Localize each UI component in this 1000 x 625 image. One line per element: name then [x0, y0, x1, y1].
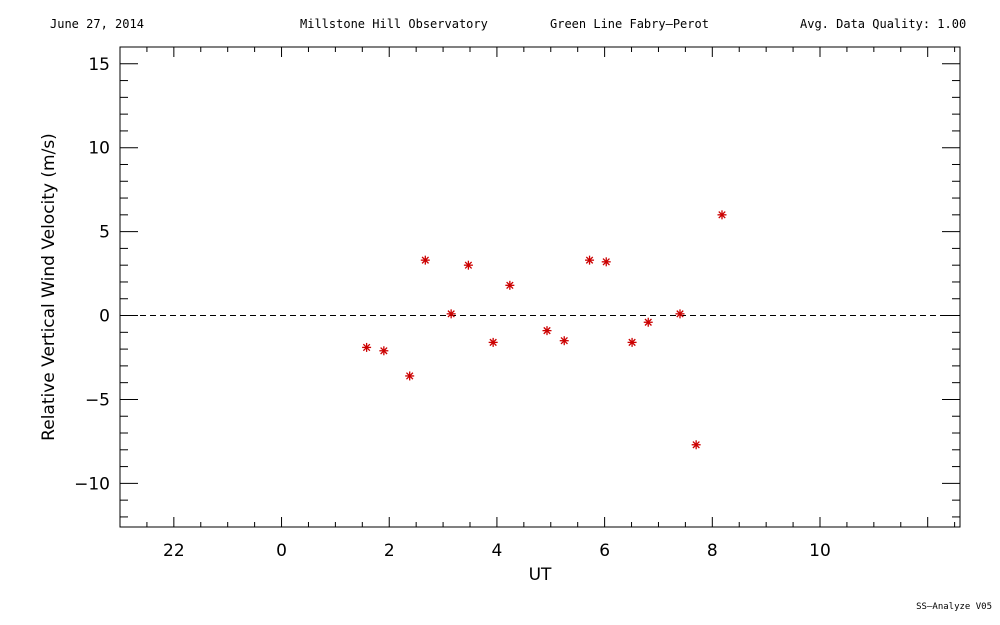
- data-point: [446, 309, 456, 319]
- data-point: [405, 371, 415, 381]
- x-tick-label: 2: [384, 541, 395, 561]
- data-point: [601, 257, 611, 267]
- data-point: [691, 440, 701, 450]
- data-point: [643, 317, 653, 327]
- data-point: [420, 255, 430, 265]
- y-tick-label: 0: [99, 307, 110, 327]
- data-quality-label: Avg. Data Quality: 1.00: [800, 17, 967, 31]
- x-tick-label: 22: [163, 541, 185, 561]
- x-tick-label: 8: [707, 541, 718, 561]
- data-point: [362, 342, 372, 352]
- observatory-label: Millstone Hill Observatory: [300, 17, 488, 31]
- y-tick-label: 5: [99, 223, 110, 243]
- data-point: [488, 337, 498, 347]
- x-axis-label: UT: [529, 565, 552, 585]
- plot-frame: [119, 46, 961, 528]
- y-tick-label: 10: [88, 139, 110, 159]
- version-label: SS—Analyze V05: [916, 602, 992, 612]
- instrument-label: Green Line Fabry—Perot: [550, 17, 709, 31]
- data-point: [542, 326, 552, 336]
- x-tick-labels: 22 0 2 4 6 8 10: [163, 541, 831, 561]
- x-tick-label: 6: [599, 541, 610, 561]
- data-point: [627, 337, 637, 347]
- data-point: [505, 280, 515, 290]
- data-points: [362, 210, 727, 450]
- data-point: [717, 210, 727, 220]
- axis-ticks: [120, 47, 960, 527]
- x-tick-label: 0: [276, 541, 287, 561]
- data-point: [559, 336, 569, 346]
- y-tick-label: −10: [74, 474, 110, 494]
- x-tick-label: 4: [492, 541, 503, 561]
- y-tick-label: 15: [88, 55, 110, 75]
- y-axis-label: Relative Vertical Wind Velocity (m/s): [39, 133, 59, 441]
- data-point: [379, 346, 389, 356]
- data-point: [463, 260, 473, 270]
- y-tick-label: −5: [85, 390, 110, 410]
- date-label: June 27, 2014: [50, 17, 144, 31]
- x-tick-label: 10: [809, 541, 831, 561]
- data-point: [585, 255, 595, 265]
- data-point: [675, 309, 685, 319]
- y-tick-labels: 15 10 5 0 −5 −10: [74, 55, 110, 495]
